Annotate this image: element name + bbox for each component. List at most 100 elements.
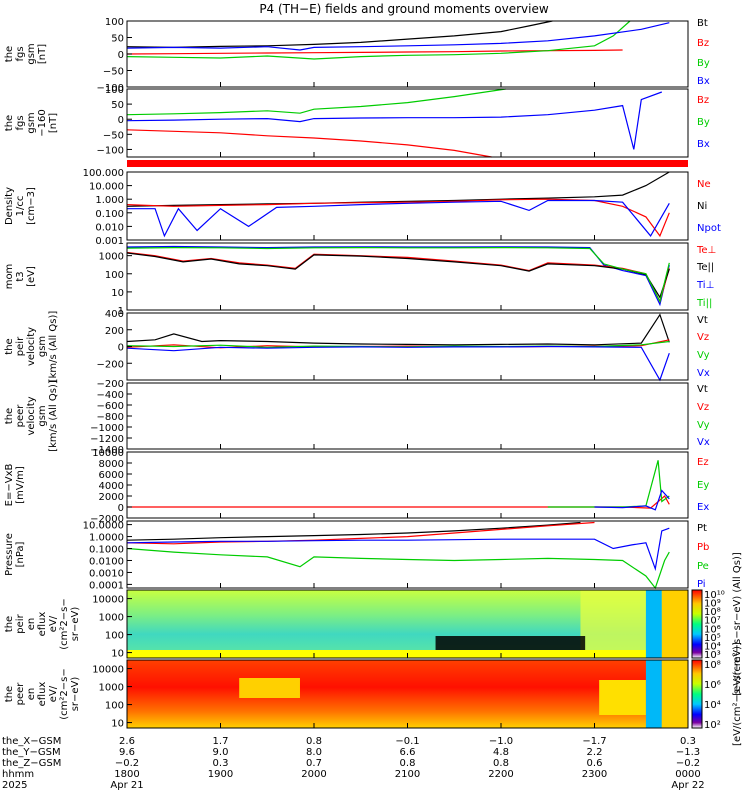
y-tick-label: 400 — [105, 309, 124, 320]
legend-item: Pt — [697, 523, 707, 534]
x-axis-row-label: the_Z−GSM — [2, 758, 61, 769]
y-tick-label: 100.000 — [83, 168, 124, 179]
series-Ti-line — [126, 246, 670, 304]
legend-item: Te⊥ — [696, 245, 716, 256]
y-axis-label-line: the — [4, 408, 15, 424]
colorbar-2-label: [eV/(cm²−s−sr−eV)] — [732, 642, 743, 746]
colorbar-1-tick: 10⁷ — [704, 616, 721, 627]
y-axis-label-line: gsm — [37, 336, 48, 357]
y-tick-label: 0.010 — [95, 222, 124, 233]
series-Bx-line — [126, 22, 670, 51]
spectrogram-2-field — [127, 660, 688, 728]
legend-item: Pi — [697, 579, 706, 590]
y-tick-label: −1000 — [90, 423, 124, 434]
y-tick-label: −50 — [103, 130, 124, 141]
y-tick-label: 1 — [118, 306, 124, 317]
series-Npot-line — [127, 199, 670, 238]
panel-6: −200−400−600−800−1000−1200−1400 the peer ve… — [4, 379, 710, 456]
y-tick-label: 0.0010 — [89, 568, 124, 579]
x-axis-column-value: 0.8 — [400, 758, 416, 769]
panel-7-frame — [126, 451, 689, 519]
series-Ni-line — [126, 171, 670, 207]
y-tick-label: 1000 — [99, 683, 124, 694]
legend-item: Ti⊥ — [696, 280, 714, 291]
legend-item: Bz — [697, 95, 709, 106]
panel-4-frame — [126, 242, 689, 311]
y-axis-label-line: gsm — [37, 405, 48, 426]
legend-item: Pb — [697, 542, 709, 553]
series-Ez-line — [127, 495, 670, 509]
x-axis-column-value: 2.6 — [119, 736, 135, 747]
legend-item: Vx — [697, 368, 710, 379]
y-tick-label: 10 — [111, 649, 124, 660]
colorbar-1-label: [eV/(cm²−s−sr−eV) (All Qs)] — [732, 552, 743, 696]
y-tick-label: −100 — [97, 83, 124, 94]
x-axis-column-value: Apr 22 — [671, 780, 704, 791]
legend-item: Ez — [697, 457, 709, 468]
y-axis-label-line: velocity — [26, 327, 37, 366]
legend-item: Vt — [697, 315, 708, 326]
y-tick-label: 0.0001 — [89, 580, 124, 591]
y-tick-label: 0.1000 — [89, 545, 124, 556]
y-axis-label-line: peer — [15, 682, 26, 706]
series-Bz-line — [126, 49, 623, 55]
y-tick-label: 10000 — [92, 448, 124, 459]
legend-item: Vt — [697, 384, 708, 395]
series-Ey-line — [547, 460, 670, 508]
spectrogram-2-gap — [645, 660, 662, 728]
series-Ex-line — [594, 489, 670, 511]
spectrogram-1-warm-band — [580, 590, 646, 658]
legend-item: Ey — [697, 480, 709, 491]
x-axis-column-value: 0.8 — [493, 758, 509, 769]
legend-item: Te|| — [696, 262, 714, 273]
y-tick-label: −600 — [97, 401, 124, 412]
panel-2-frame — [126, 88, 689, 158]
spectrogram-2-tail — [661, 660, 688, 728]
series-Vx-line — [126, 345, 670, 382]
y-tick-label: 100 — [105, 631, 124, 642]
y-axis-label-line: t3 — [15, 271, 26, 281]
y-axis-label-line: [km/s (All Qs)] — [48, 311, 59, 383]
x-axis-row-label: hhmm — [2, 769, 34, 780]
spectrogram-2-dropout — [239, 678, 300, 698]
y-tick-label: 0.100 — [95, 209, 124, 220]
y-tick-label: 50 — [111, 34, 124, 45]
x-axis-column-value: 4.8 — [493, 747, 509, 758]
legend-item: Npot — [697, 223, 721, 234]
colorbar-2 — [691, 659, 703, 729]
x-axis-column-value: 0.7 — [306, 758, 322, 769]
series-Bx-line — [126, 91, 663, 150]
spectrogram-1-tail — [661, 590, 688, 658]
colorbar-2-tick: 10⁴ — [704, 700, 721, 711]
y-tick-label: 10.000 — [89, 182, 124, 193]
x-axis-column-value: 0.8 — [306, 736, 322, 747]
x-axis-column-value: 0.3 — [680, 736, 696, 747]
x-axis-column-value: 0000 — [675, 769, 700, 780]
y-axis-label-line: the — [4, 338, 15, 354]
y-axis-label-line: E=−VxB — [4, 464, 15, 507]
x-axis-column-value: 9.0 — [213, 747, 229, 758]
x-axis-column-value: 1900 — [208, 769, 233, 780]
y-axis-label-line: [eV] — [26, 266, 37, 287]
x-axis-column-value: −0.2 — [676, 758, 700, 769]
y-axis-label-line: Pressure — [4, 533, 15, 576]
y-tick-label: −400 — [97, 390, 124, 401]
x-axis-column-value: 9.6 — [119, 747, 135, 758]
x-axis-column-value: 1.7 — [213, 736, 229, 747]
time-axis-labels: the_X−GSMthe_Y−GSMthe_Z−GSMhhmm20252.69.… — [2, 736, 705, 791]
y-axis-label-line: eflux — [37, 612, 48, 637]
x-axis-column-value: 6.6 — [400, 747, 416, 758]
y-tick-label: 2000 — [99, 492, 124, 503]
colorbar-1-tick: 10⁸ — [704, 607, 721, 618]
legend-item: Vz — [697, 332, 709, 343]
y-tick-label: 1000 — [99, 252, 124, 263]
legend-item: Vz — [697, 402, 709, 413]
panel-10: 10⁸ 10⁶ 10⁴ 10² [eV/(cm²−s−sr−eV)] 10000 1000 1… — [4, 642, 743, 746]
y-tick-label: 6000 — [99, 470, 124, 481]
x-axis-column-value: Apr 21 — [110, 780, 143, 791]
panel-separator-stripe — [127, 160, 688, 167]
y-tick-label: −50 — [103, 67, 124, 78]
y-axis-label-line: peer — [15, 404, 26, 428]
spectrogram-1-gap — [645, 590, 662, 658]
series-Pb-line — [126, 521, 595, 545]
